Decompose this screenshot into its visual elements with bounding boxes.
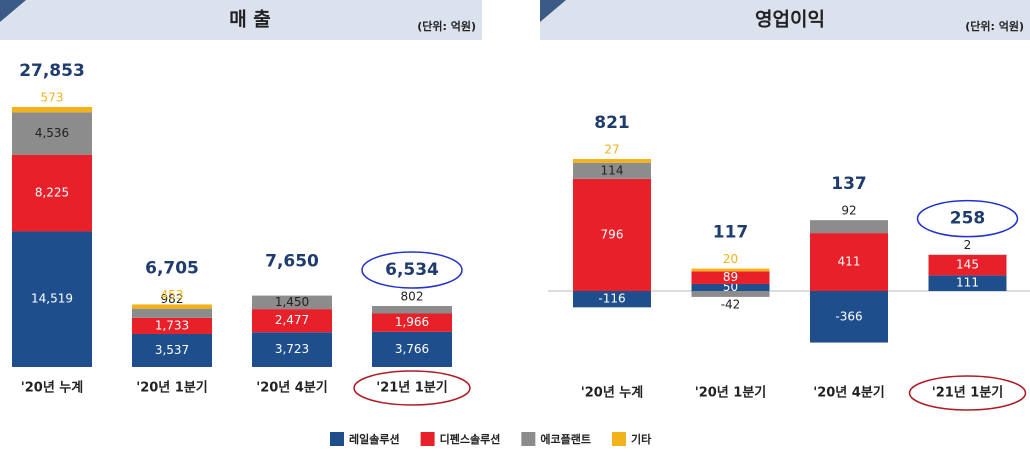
value-label: 982 [161,292,184,306]
value-label: 3,537 [155,343,189,357]
value-label: -42 [721,297,741,311]
total-label: 821 [594,113,630,133]
bar-segment [372,313,452,332]
bar-segment [132,317,212,334]
legend-swatch [330,432,344,446]
value-label: 111 [956,276,979,290]
header-corner [0,0,26,22]
total-label: 6,705 [145,258,199,278]
bar-segment [573,178,651,291]
total-label: 258 [950,209,986,229]
total-label: 7,650 [265,252,319,272]
bar-segment [691,268,770,272]
bar-segment [573,291,651,308]
bar-segment [252,332,332,367]
value-label: 3,723 [275,342,309,356]
legend-label: 디펜스솔루션 [440,432,501,446]
bar-segment [691,283,770,291]
chart-title: 매 출 [229,9,271,31]
total-label: 6,534 [385,260,439,280]
value-label: 411 [838,255,861,269]
bar-segment [252,309,332,333]
header-band [540,0,1030,40]
x-tick-label: '21년 1분기 [932,386,1004,401]
x-tick-label: '20년 누계 [581,386,643,401]
bar-segment [928,275,1007,291]
legend-label: 에코플랜트 [540,432,591,446]
value-label: 453 [161,288,184,302]
value-label: 4,536 [35,126,69,140]
value-label: 573 [41,91,64,105]
bar-segment [12,112,92,155]
bar-segment [132,304,212,309]
value-label: 1,450 [275,295,309,309]
x-tick-label: '20년 4분기 [813,386,885,401]
value-label: 20 [723,252,738,266]
value-label: 145 [956,258,979,272]
total-label: 137 [831,174,867,194]
value-label: 3,766 [395,342,429,356]
header-band [0,0,482,40]
bar-segment [132,333,212,367]
bar-segment [810,233,888,291]
value-label: 92 [841,204,856,218]
value-label: -366 [835,309,862,323]
x-tick-label: '21년 1분기 [376,381,448,396]
value-label: 2,477 [275,313,309,327]
bar-segment [132,308,212,318]
highlight-circle [361,251,463,289]
bar-segment [810,220,888,234]
x-tick-label: '20년 1분기 [695,386,767,401]
bar-segment [372,306,452,314]
total-label: 117 [713,223,749,243]
legend-label: 레일솔루션 [349,432,400,446]
bar-segment [12,107,92,113]
value-label: 14,519 [31,292,73,306]
value-label: 89 [723,270,738,284]
bar-segment [252,295,332,310]
x-tick-label: '20년 1분기 [136,381,208,396]
unit-label: (단위: 억원) [417,19,476,33]
x-tick-label: '20년 4분기 [256,381,328,396]
highlight-circle [908,375,1027,411]
chart-title: 영업이익 [755,9,825,31]
bar-segment [810,291,888,343]
highlight-circle [916,199,1019,238]
highlight-circle [353,370,471,406]
legend-swatch [420,432,435,446]
value-label: 2 [964,238,972,252]
legend-swatch [611,432,626,446]
bar-segment [573,162,651,179]
value-label: 802 [401,290,424,304]
header-corner [540,0,566,22]
unit-label: (단위: 억원) [965,19,1024,33]
bar-segment [12,154,92,232]
value-label: 796 [601,227,624,241]
bar-segment [691,271,770,284]
legend-swatch [521,432,536,446]
value-label: 1,966 [395,315,429,329]
value-label: 114 [601,163,624,177]
bar-segment [12,231,92,367]
x-tick-label: '20년 누계 [21,381,83,396]
bar-segment [372,331,452,367]
value-label: -116 [598,292,625,306]
value-label: 1,733 [155,318,189,332]
total-label: 27,853 [19,61,85,81]
bar-segment [691,291,770,297]
bar-segment [928,254,1007,276]
legend-label: 기타 [631,432,652,446]
bar-segment [573,159,651,163]
value-label: 27 [604,143,619,157]
value-label: 8,225 [35,186,69,200]
